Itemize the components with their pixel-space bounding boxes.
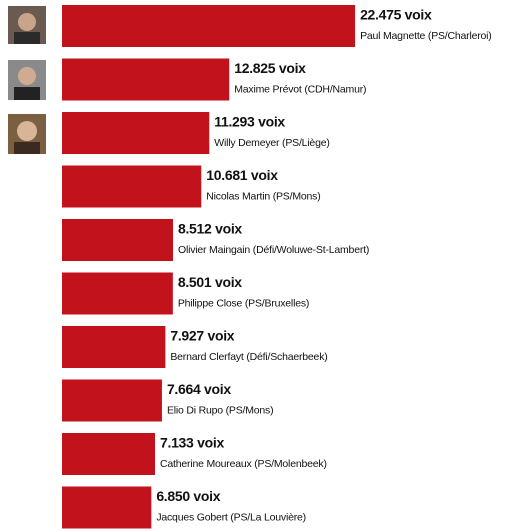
photo xyxy=(8,114,46,154)
bar xyxy=(62,379,162,422)
category-label: Olivier Maingain (Défi/Woluwe-St-Lambert… xyxy=(178,244,369,256)
bar xyxy=(62,486,152,529)
bar xyxy=(62,433,156,475)
value-label: 8.501 voix xyxy=(178,274,242,290)
bar xyxy=(62,165,202,208)
category-label: Elio Di Rupo (PS/Mons) xyxy=(167,404,273,416)
bar xyxy=(62,326,166,368)
value-label: 7.927 voix xyxy=(170,328,234,344)
category-label: Maxime Prévot (CDH/Namur) xyxy=(234,83,366,95)
value-label: 22.475 voix xyxy=(360,7,432,23)
value-label: 8.512 voix xyxy=(178,221,242,237)
bar xyxy=(62,5,356,47)
value-label: 6.850 voix xyxy=(156,488,220,504)
category-label: Catherine Moureaux (PS/Molenbeek) xyxy=(160,458,327,470)
value-label: 11.293 voix xyxy=(214,114,285,130)
photo xyxy=(8,6,46,44)
value-label: 7.133 voix xyxy=(160,435,224,451)
bar xyxy=(62,112,210,154)
photo xyxy=(8,60,46,100)
value-label: 10.681 voix xyxy=(206,167,278,183)
category-label: Paul Magnette (PS/Charleroi) xyxy=(360,30,492,42)
category-label: Philippe Close (PS/Bruxelles) xyxy=(178,297,309,309)
bar xyxy=(62,219,173,261)
category-label: Bernard Clerfayt (Défi/Schaerbeek) xyxy=(170,351,327,363)
category-label: Jacques Gobert (PS/La Louvière) xyxy=(156,511,306,523)
category-label: Willy Demeyer (PS/Liège) xyxy=(214,137,329,149)
value-label: 12.825 voix xyxy=(234,60,306,76)
bar xyxy=(62,58,230,101)
bar xyxy=(62,272,173,315)
value-label: 7.664 voix xyxy=(167,381,231,397)
category-label: Nicolas Martin (PS/Mons) xyxy=(206,190,320,202)
